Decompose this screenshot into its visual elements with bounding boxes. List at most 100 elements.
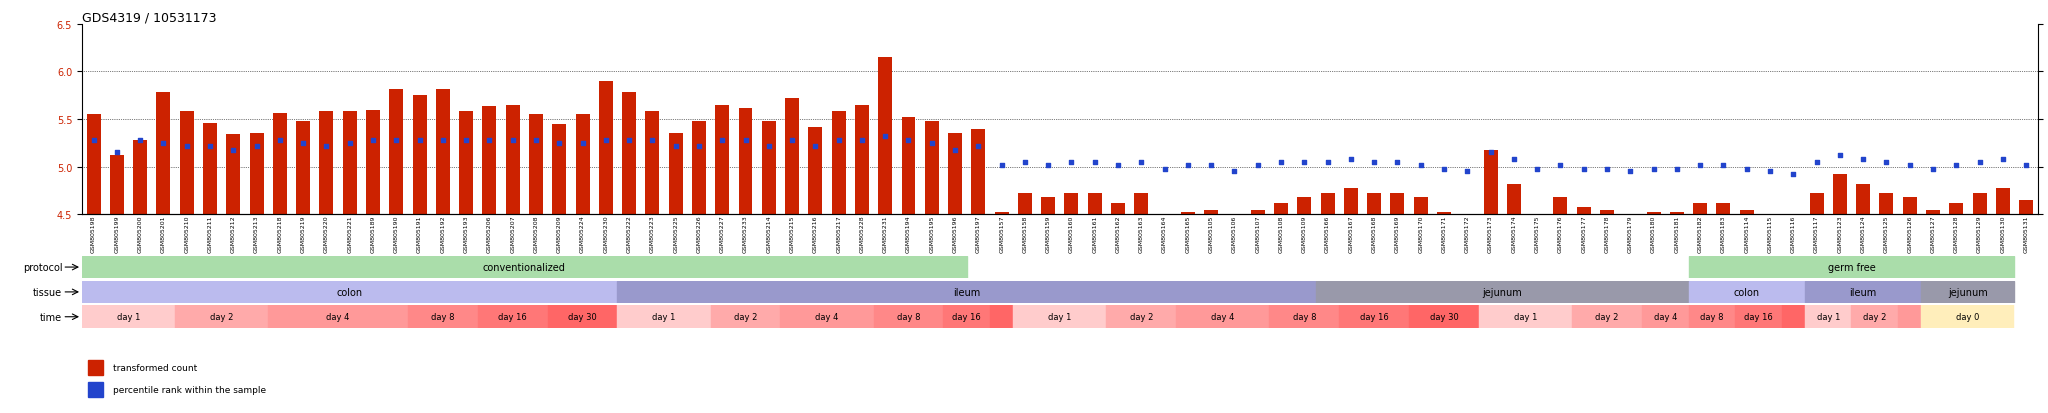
Bar [780, 306, 874, 328]
Bar [1898, 306, 1921, 328]
Bar [1065, 194, 1079, 215]
Bar [1296, 198, 1311, 215]
Text: day 1: day 1 [653, 313, 676, 321]
Bar [250, 134, 264, 215]
Bar [1040, 198, 1055, 215]
Point [893, 138, 926, 144]
Bar [971, 129, 985, 215]
Bar [739, 108, 752, 215]
Point [590, 138, 623, 144]
Bar [268, 306, 408, 328]
Point [543, 140, 575, 147]
Point [403, 138, 436, 144]
Point [1847, 157, 1880, 163]
Point [1358, 159, 1391, 166]
Point [78, 138, 111, 144]
Bar [225, 135, 240, 215]
Point [1335, 157, 1368, 163]
Bar [1182, 213, 1194, 215]
Point [309, 143, 342, 150]
Point [1892, 162, 1925, 169]
Bar [901, 118, 915, 215]
Point [1567, 166, 1599, 173]
Bar [1599, 210, 1614, 215]
Point [821, 138, 854, 144]
Bar [1251, 210, 1266, 215]
Point [1288, 159, 1321, 166]
Bar [1573, 306, 1642, 328]
Bar [1018, 194, 1032, 215]
Text: jejunum: jejunum [1948, 287, 1989, 297]
Point [1731, 166, 1763, 173]
Bar [944, 306, 989, 328]
Bar [174, 306, 268, 328]
Bar [1669, 213, 1683, 215]
Bar [528, 115, 543, 215]
Bar [1479, 306, 1573, 328]
Point [682, 143, 715, 150]
Text: ileum: ileum [1849, 287, 1876, 297]
Bar [598, 82, 612, 215]
Bar [1106, 306, 1176, 328]
Text: day 2: day 2 [1595, 313, 1618, 321]
Text: jejunum: jejunum [1483, 287, 1522, 297]
Bar [1274, 203, 1288, 215]
Bar [1204, 210, 1219, 215]
Bar [1554, 198, 1567, 215]
Text: day 1: day 1 [1049, 313, 1071, 321]
Point [195, 143, 227, 150]
Point [1753, 169, 1786, 175]
Point [451, 138, 483, 144]
Bar [1763, 215, 1778, 222]
Point [1823, 152, 1855, 159]
Bar [82, 256, 967, 279]
Point [1475, 150, 1507, 157]
Point [1405, 162, 1438, 169]
Bar [1460, 215, 1475, 217]
Bar [616, 281, 1317, 304]
Point [799, 143, 831, 150]
Point [938, 147, 971, 154]
Bar [1135, 194, 1149, 215]
Bar [1851, 306, 1898, 328]
Bar [1483, 150, 1497, 215]
Point [2009, 162, 2042, 169]
Bar [1810, 194, 1823, 215]
Point [217, 147, 250, 154]
Bar [1903, 198, 1917, 215]
Point [729, 138, 762, 144]
Bar [367, 110, 381, 215]
Text: transformed count: transformed count [113, 363, 197, 372]
Point [170, 143, 203, 150]
Point [1032, 162, 1065, 169]
Bar [1688, 281, 1804, 304]
Bar [319, 112, 334, 215]
Point [264, 138, 297, 144]
Text: tissue: tissue [33, 287, 61, 297]
Point [1380, 159, 1413, 166]
Text: day 2: day 2 [733, 313, 758, 321]
Point [240, 143, 272, 150]
Bar [1972, 194, 1987, 215]
Bar [1804, 281, 1921, 304]
Point [612, 138, 645, 144]
Text: day 1: day 1 [1817, 313, 1839, 321]
Point [520, 138, 553, 144]
Bar [1694, 203, 1708, 215]
Text: day 16: day 16 [952, 313, 981, 321]
Bar [1739, 210, 1753, 215]
Text: day 16: day 16 [1745, 313, 1774, 321]
Bar [547, 306, 616, 328]
Point [1427, 166, 1460, 173]
Bar [1716, 203, 1731, 215]
Point [985, 162, 1018, 169]
Bar [1157, 215, 1171, 217]
Point [1102, 162, 1135, 169]
Bar [1880, 194, 1894, 215]
Point [1219, 169, 1251, 175]
Bar [762, 122, 776, 215]
Point [659, 143, 692, 150]
Point [637, 138, 670, 144]
Bar [272, 114, 287, 215]
Text: protocol: protocol [23, 262, 61, 273]
